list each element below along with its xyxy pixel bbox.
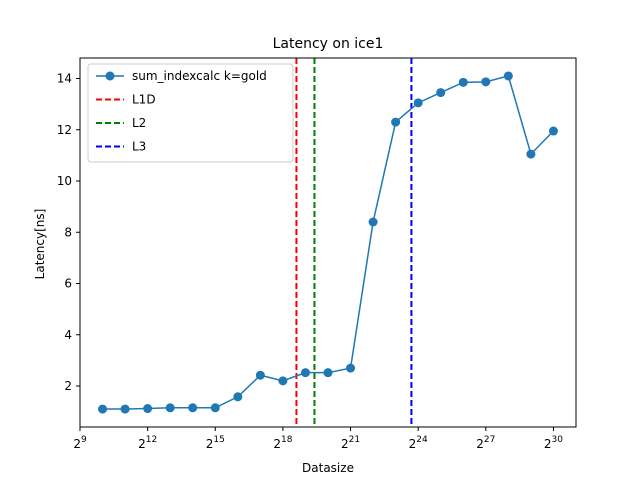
data-point xyxy=(346,363,356,373)
plot-area: 29 212 215 218 221 224 227 230 2 4 6 8 10 12 14 sum_ind… xyxy=(57,57,577,451)
legend-label: L1D xyxy=(132,93,156,107)
y-tick-label: 14 xyxy=(57,72,72,86)
y-tick-label: 10 xyxy=(57,174,72,188)
axes-frame xyxy=(79,57,577,428)
data-point xyxy=(255,370,265,380)
x-tick-label: 224 xyxy=(409,435,428,451)
data-point xyxy=(503,71,513,81)
x-tick-label: 218 xyxy=(273,435,292,451)
y-tick-label: 2 xyxy=(64,379,72,393)
data-point xyxy=(210,403,220,413)
data-point xyxy=(526,149,536,159)
legend-label: L2 xyxy=(132,116,146,130)
x-tick-label: 215 xyxy=(206,435,225,451)
data-point xyxy=(413,98,423,108)
legend-label: sum_indexcalc k=gold xyxy=(132,69,267,83)
data-point xyxy=(233,392,243,402)
legend-swatch-marker xyxy=(105,71,115,81)
data-point xyxy=(323,368,333,378)
y-tick-label: 4 xyxy=(64,328,72,342)
legend: sum_indexcalc k=gold L1D L2 L3 xyxy=(87,63,294,163)
x-axis-title: Datasize xyxy=(302,461,354,475)
y-tick-label: 6 xyxy=(64,277,72,291)
x-tick-label: 227 xyxy=(476,435,495,451)
data-point xyxy=(481,77,491,87)
x-tick-label: 29 xyxy=(73,435,87,451)
data-point xyxy=(278,376,288,386)
x-tick-label: 212 xyxy=(138,435,157,451)
x-tick-label: 230 xyxy=(544,435,563,451)
data-point xyxy=(458,77,468,87)
legend-label: L3 xyxy=(132,140,146,154)
data-point xyxy=(436,88,446,98)
data-point xyxy=(368,217,378,227)
data-point xyxy=(143,404,153,414)
y-tick-label: 8 xyxy=(64,225,72,239)
chart-title: Latency on ice1 xyxy=(273,36,384,52)
data-point xyxy=(548,126,558,136)
data-point xyxy=(391,117,401,127)
data-point xyxy=(165,403,175,413)
data-point xyxy=(120,404,130,414)
x-tick-label: 221 xyxy=(341,435,360,451)
y-tick-label: 12 xyxy=(57,123,72,137)
y-axis-title: Latency[ns] xyxy=(33,209,47,280)
data-point xyxy=(188,403,198,413)
legend-box xyxy=(87,63,294,163)
data-point xyxy=(98,404,108,414)
data-point xyxy=(300,368,310,378)
